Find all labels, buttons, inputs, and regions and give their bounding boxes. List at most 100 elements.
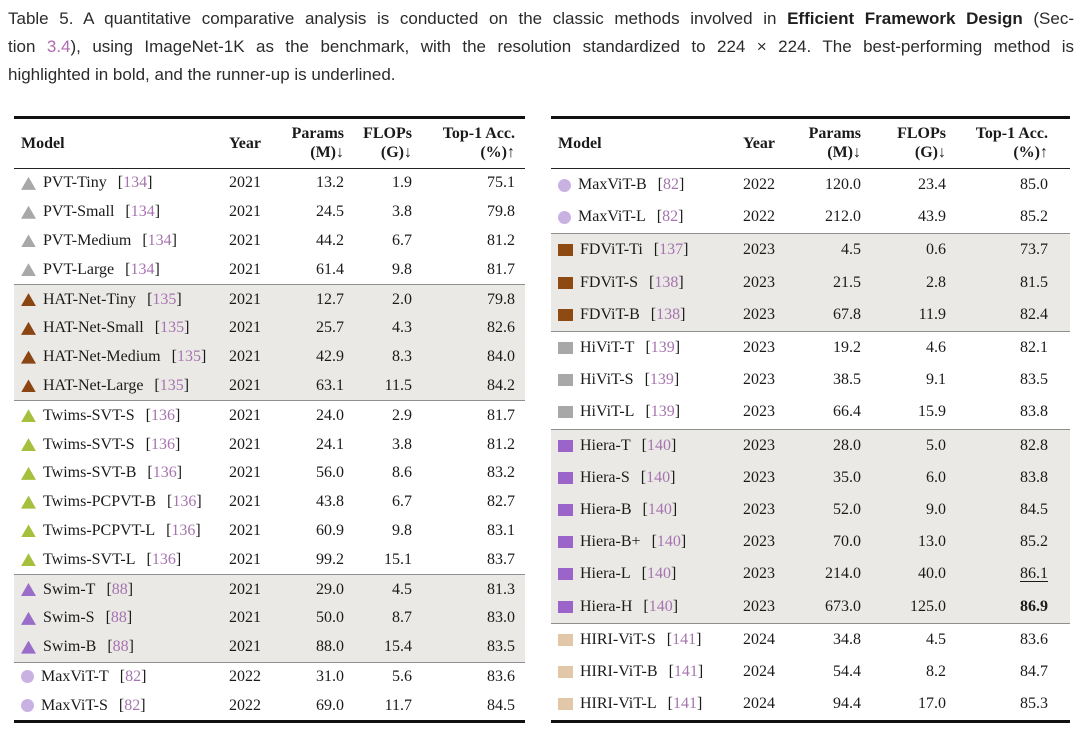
model-name: MaxViT-L <box>578 208 646 226</box>
citation-bracket: ] <box>683 241 689 259</box>
table-row: MaxViT-S [82] 2022 69.0 11.7 84.5 <box>14 691 525 720</box>
triangle-marker-icon <box>21 176 36 190</box>
square-marker-icon <box>558 276 573 289</box>
citation-number-link[interactable]: 140 <box>646 468 671 486</box>
citation-bracket: [ <box>142 231 148 249</box>
citation-number-link[interactable]: 88 <box>111 580 128 598</box>
caption-text: (Sec- <box>1022 9 1075 28</box>
citation-bracket: ] <box>176 290 182 308</box>
model-cell: HiViT-L [139] <box>551 403 729 421</box>
citation-number-link[interactable]: 141 <box>672 695 697 713</box>
model-cell: Hiera-T [140] <box>551 437 729 455</box>
year-cell: 2021 <box>229 638 261 656</box>
triangle-marker-icon <box>21 205 36 219</box>
model-cell: Twims-SVT-S [136] <box>14 436 214 454</box>
params-cell: 99.2 <box>316 550 344 568</box>
top1-acc-cell: 82.1 <box>1020 339 1048 357</box>
table-row: PVT-Medium [134] 2021 44.2 6.7 81.2 <box>14 227 525 256</box>
citation-number-link[interactable]: 136 <box>150 406 175 424</box>
citation-bracket: ] <box>176 464 183 482</box>
citation-number-link[interactable]: 88 <box>110 609 127 627</box>
citation-bracket: [ <box>117 174 124 192</box>
citation-bracket: ] <box>196 493 202 511</box>
table-row: Swim-T [88] 2021 29.0 4.5 81.3 <box>14 575 525 604</box>
params-cell: 50.0 <box>316 609 344 627</box>
citation-number-link[interactable]: 134 <box>130 203 155 221</box>
citation-number-link[interactable]: 140 <box>648 597 673 615</box>
model-cell: Swim-B [88] <box>14 638 214 656</box>
citation-bracket: [ <box>640 468 647 486</box>
flops-cell: 4.3 <box>392 319 412 337</box>
citation-number-link[interactable]: 136 <box>151 550 176 568</box>
citation-number-link[interactable]: 136 <box>171 521 196 539</box>
square-marker-icon <box>558 698 573 711</box>
citation-number-link[interactable]: 134 <box>123 174 148 192</box>
citation-number-link[interactable]: 140 <box>656 533 681 551</box>
citation-number-link[interactable]: 134 <box>147 231 172 249</box>
table-row: Twims-SVT-S [136] 2021 24.0 2.9 81.7 <box>14 401 525 430</box>
model-cell: HAT-Net-Medium [135] <box>14 348 214 366</box>
caption-text: tion <box>8 37 47 56</box>
citation: [136] <box>147 551 182 569</box>
square-marker-icon <box>558 471 573 484</box>
table-row: MaxViT-B [82] 2022 120.0 23.4 85.0 <box>551 169 1070 201</box>
top1-acc-cell: 79.8 <box>487 290 515 308</box>
col-header-flops: FLOPs (G)↓ <box>861 125 946 163</box>
citation-number-link[interactable]: 140 <box>646 565 671 583</box>
citation-number-link[interactable]: 135 <box>176 348 201 366</box>
model-cell: MaxViT-L [82] <box>551 208 729 226</box>
citation-bracket: ] <box>672 597 679 615</box>
citation-number-link[interactable]: 138 <box>654 273 679 291</box>
section-link[interactable]: 3.4 <box>46 37 71 56</box>
citation: [135] <box>154 377 189 395</box>
flops-cell: 11.5 <box>384 376 412 394</box>
citation-number-link[interactable]: 139 <box>650 339 675 357</box>
table-row: HAT-Net-Small [135] 2021 25.7 4.3 82.6 <box>14 314 525 343</box>
top1-acc-cell: 79.8 <box>487 203 515 221</box>
citation-number-link[interactable]: 141 <box>672 630 697 648</box>
citation-bracket: ] <box>679 176 685 194</box>
citation-number-link[interactable]: 82 <box>124 696 141 714</box>
table-row: FDViT-B [138] 2023 67.8 11.9 82.4 <box>551 299 1070 331</box>
table-row: Twims-SVT-B [136] 2021 56.0 8.6 83.2 <box>14 459 525 488</box>
model-name: Twims-PCPVT-B <box>43 493 156 511</box>
citation-bracket: [ <box>107 638 113 656</box>
citation-number-link[interactable]: 141 <box>673 662 698 680</box>
citation: [135] <box>155 319 190 337</box>
top1-acc-cell: 82.8 <box>1020 436 1048 454</box>
model-family-group: FDViT-Ti [137] 2023 4.5 0.6 73.7 FDViT-S [138] 2… <box>551 233 1070 331</box>
flops-cell: 40.0 <box>918 565 946 583</box>
params-cell: 69.0 <box>316 696 344 714</box>
citation-bracket: [ <box>667 695 673 713</box>
citation-number-link[interactable]: 82 <box>125 667 142 685</box>
year-cell: 2021 <box>229 348 261 366</box>
citation-bracket: ] <box>696 630 702 648</box>
year-cell: 2022 <box>743 176 775 194</box>
citation-number-link[interactable]: 134 <box>130 260 155 278</box>
caption-text: highlighted in bold, and the runner-up i… <box>8 65 396 84</box>
year-cell: 2021 <box>229 231 261 249</box>
model-cell: Hiera-S [140] <box>551 469 729 487</box>
citation-number-link[interactable]: 82 <box>663 176 679 194</box>
citation-number-link[interactable]: 136 <box>152 464 177 482</box>
triangle-marker-icon <box>21 611 36 625</box>
citation-number-link[interactable]: 135 <box>159 376 184 394</box>
citation-number-link[interactable]: 82 <box>662 208 679 226</box>
citation-number-link[interactable]: 140 <box>646 436 671 454</box>
citation-number-link[interactable]: 136 <box>150 435 175 453</box>
params-cell: 56.0 <box>316 464 344 482</box>
citation-bracket: [ <box>147 464 153 482</box>
citation-number-link[interactable]: 136 <box>172 493 197 511</box>
citation-number-link[interactable]: 139 <box>649 371 674 389</box>
model-name: HIRI-ViT-S <box>580 630 656 648</box>
citation-number-link[interactable]: 137 <box>659 241 684 259</box>
citation-number-link[interactable]: 88 <box>112 638 129 656</box>
model-name: HIRI-ViT-L <box>580 695 657 713</box>
flops-cell: 6.7 <box>392 493 412 511</box>
citation-number-link[interactable]: 135 <box>160 319 185 337</box>
citation-number-link[interactable]: 135 <box>152 290 177 308</box>
citation-number-link[interactable]: 140 <box>647 500 672 518</box>
citation-number-link[interactable]: 138 <box>656 305 681 323</box>
citation-number-link[interactable]: 139 <box>650 403 675 421</box>
year-cell: 2023 <box>743 305 775 323</box>
